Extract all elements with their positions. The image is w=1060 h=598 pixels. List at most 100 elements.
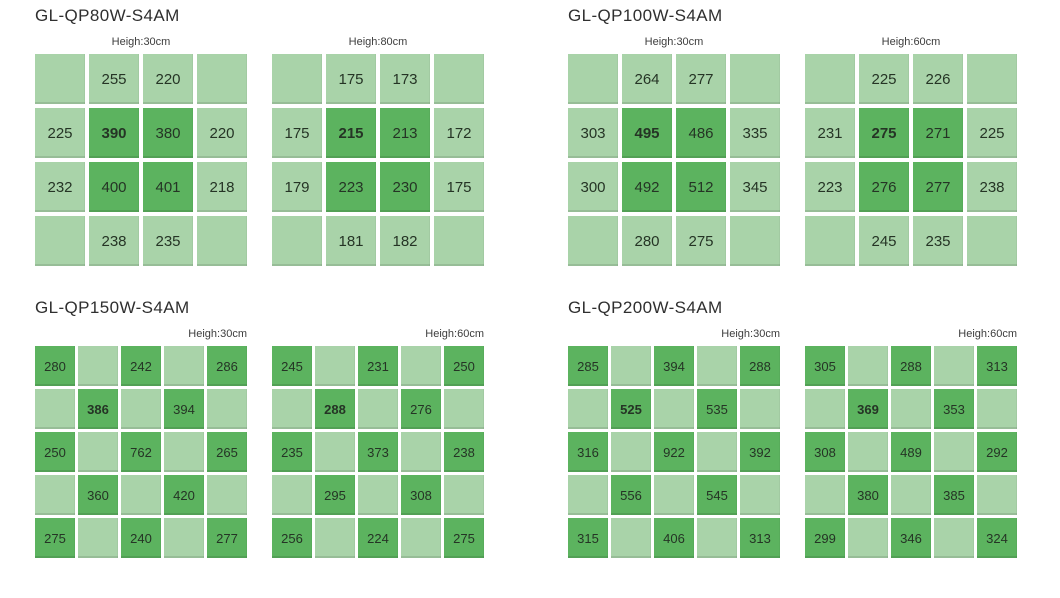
grid-cell: 292 bbox=[977, 432, 1017, 472]
grid-cell-empty bbox=[967, 54, 1017, 104]
section-title: GL-QP100W-S4AM bbox=[568, 6, 723, 25]
grid-cell: 275 bbox=[444, 518, 484, 558]
grid-cell-empty bbox=[78, 518, 118, 558]
grid-cell: 535 bbox=[697, 389, 737, 429]
grid-cell: 223 bbox=[805, 162, 855, 212]
grid-cell: 250 bbox=[444, 346, 484, 386]
grid-cell: 172 bbox=[434, 108, 484, 158]
grid-cell-empty bbox=[164, 346, 204, 386]
section-gl-qp80w: GL-QP80W-S4AM Heigh:30cm 255 220 225 390 380… bbox=[35, 6, 484, 266]
height-label: Heigh:30cm bbox=[721, 328, 780, 340]
grid-cell: 392 bbox=[740, 432, 780, 472]
grid-cell-empty bbox=[358, 389, 398, 429]
grid-cell-empty bbox=[730, 216, 780, 266]
grid-cell: 400 bbox=[89, 162, 139, 212]
grid-cell-empty bbox=[891, 475, 931, 515]
grid-cell: 288 bbox=[315, 389, 355, 429]
grid-cell: 226 bbox=[913, 54, 963, 104]
grid-cell-empty bbox=[848, 346, 888, 386]
grid-cell-empty bbox=[207, 389, 247, 429]
grid-cell-empty bbox=[805, 54, 855, 104]
grid-cell: 394 bbox=[654, 346, 694, 386]
grid-cell-empty bbox=[730, 54, 780, 104]
grid-cell-empty bbox=[934, 432, 974, 472]
grid-cell: 288 bbox=[891, 346, 931, 386]
grid-cell-empty bbox=[315, 518, 355, 558]
section-gl-qp100w: GL-QP100W-S4AM Heigh:30cm 264 277 303 495 48… bbox=[568, 6, 1017, 266]
heatmap-grid: 305 288 313 369 353 308 489 292 380 385 299 346 324 bbox=[805, 346, 1017, 558]
grid-row: Heigh:30cm 280 242 286 386 394 250 762 265 360 42… bbox=[35, 327, 484, 558]
grid-cell: 280 bbox=[35, 346, 75, 386]
grid-cell-empty bbox=[164, 432, 204, 472]
grid-cell: 346 bbox=[891, 518, 931, 558]
grid-cell-empty bbox=[35, 475, 75, 515]
grid-cell: 385 bbox=[934, 475, 974, 515]
grid-cell-empty bbox=[121, 475, 161, 515]
grid-cell-empty bbox=[654, 475, 694, 515]
grid-cell: 215 bbox=[326, 108, 376, 158]
grid-cell-empty bbox=[848, 432, 888, 472]
grid-cell: 545 bbox=[697, 475, 737, 515]
height-label: Heigh:30cm bbox=[644, 36, 704, 48]
grid-cell-empty bbox=[315, 432, 355, 472]
grid-cell: 235 bbox=[272, 432, 312, 472]
grid-cell: 235 bbox=[143, 216, 193, 266]
grid-cell: 492 bbox=[622, 162, 672, 212]
grid-cell-empty bbox=[568, 216, 618, 266]
grid-cell: 277 bbox=[676, 54, 726, 104]
grid-cell: 256 bbox=[272, 518, 312, 558]
grid-cell: 225 bbox=[859, 54, 909, 104]
grid-cell: 238 bbox=[967, 162, 1017, 212]
heatmap-grid: 280 242 286 386 394 250 762 265 360 420 275 240 277 bbox=[35, 346, 247, 558]
grid-cell-empty bbox=[272, 389, 312, 429]
grid-cell-empty bbox=[78, 432, 118, 472]
grid-cell: 264 bbox=[622, 54, 672, 104]
grid-cell: 238 bbox=[89, 216, 139, 266]
grid-cell: 315 bbox=[568, 518, 608, 558]
grid-cell-empty bbox=[78, 346, 118, 386]
heatmap-block: Heigh:30cm 255 220 225 390 380 220 232 400 401 21… bbox=[35, 35, 247, 266]
grid-cell: 353 bbox=[934, 389, 974, 429]
height-label: Heigh:30cm bbox=[111, 36, 171, 48]
grid-cell: 556 bbox=[611, 475, 651, 515]
grid-cell: 373 bbox=[358, 432, 398, 472]
grid-cell-empty bbox=[444, 389, 484, 429]
grid-cell: 231 bbox=[805, 108, 855, 158]
grid-cell: 369 bbox=[848, 389, 888, 429]
grid-cell: 277 bbox=[207, 518, 247, 558]
grid-cell: 175 bbox=[272, 108, 322, 158]
grid-cell: 255 bbox=[89, 54, 139, 104]
grid-cell-empty bbox=[568, 475, 608, 515]
grid-cell-empty bbox=[434, 216, 484, 266]
grid-cell: 420 bbox=[164, 475, 204, 515]
grid-cell: 240 bbox=[121, 518, 161, 558]
section-title: GL-QP150W-S4AM bbox=[35, 298, 190, 317]
grid-cell: 173 bbox=[380, 54, 430, 104]
grid-cell-empty bbox=[358, 475, 398, 515]
grid-cell: 276 bbox=[401, 389, 441, 429]
grid-cell-empty bbox=[568, 54, 618, 104]
grid-cell: 286 bbox=[207, 346, 247, 386]
grid-cell: 345 bbox=[730, 162, 780, 212]
grid-cell-empty bbox=[35, 389, 75, 429]
grid-cell: 220 bbox=[197, 108, 247, 158]
grid-cell-empty bbox=[35, 54, 85, 104]
grid-cell: 313 bbox=[977, 346, 1017, 386]
grid-cell: 280 bbox=[622, 216, 672, 266]
grid-cell-empty bbox=[207, 475, 247, 515]
grid-cell: 265 bbox=[207, 432, 247, 472]
height-label: Heigh:60cm bbox=[881, 36, 941, 48]
grid-cell: 182 bbox=[380, 216, 430, 266]
grid-cell: 394 bbox=[164, 389, 204, 429]
grid-cell: 175 bbox=[326, 54, 376, 104]
grid-cell-empty bbox=[697, 432, 737, 472]
grid-cell: 242 bbox=[121, 346, 161, 386]
grid-cell-empty bbox=[967, 216, 1017, 266]
heatmap-grid: 285 394 288 525 535 316 922 392 556 545 315 406 313 bbox=[568, 346, 780, 558]
grid-cell: 225 bbox=[35, 108, 85, 158]
height-label: Heigh:80cm bbox=[348, 36, 408, 48]
grid-cell: 324 bbox=[977, 518, 1017, 558]
height-label: Heigh:30cm bbox=[188, 328, 247, 340]
grid-cell-empty bbox=[934, 346, 974, 386]
